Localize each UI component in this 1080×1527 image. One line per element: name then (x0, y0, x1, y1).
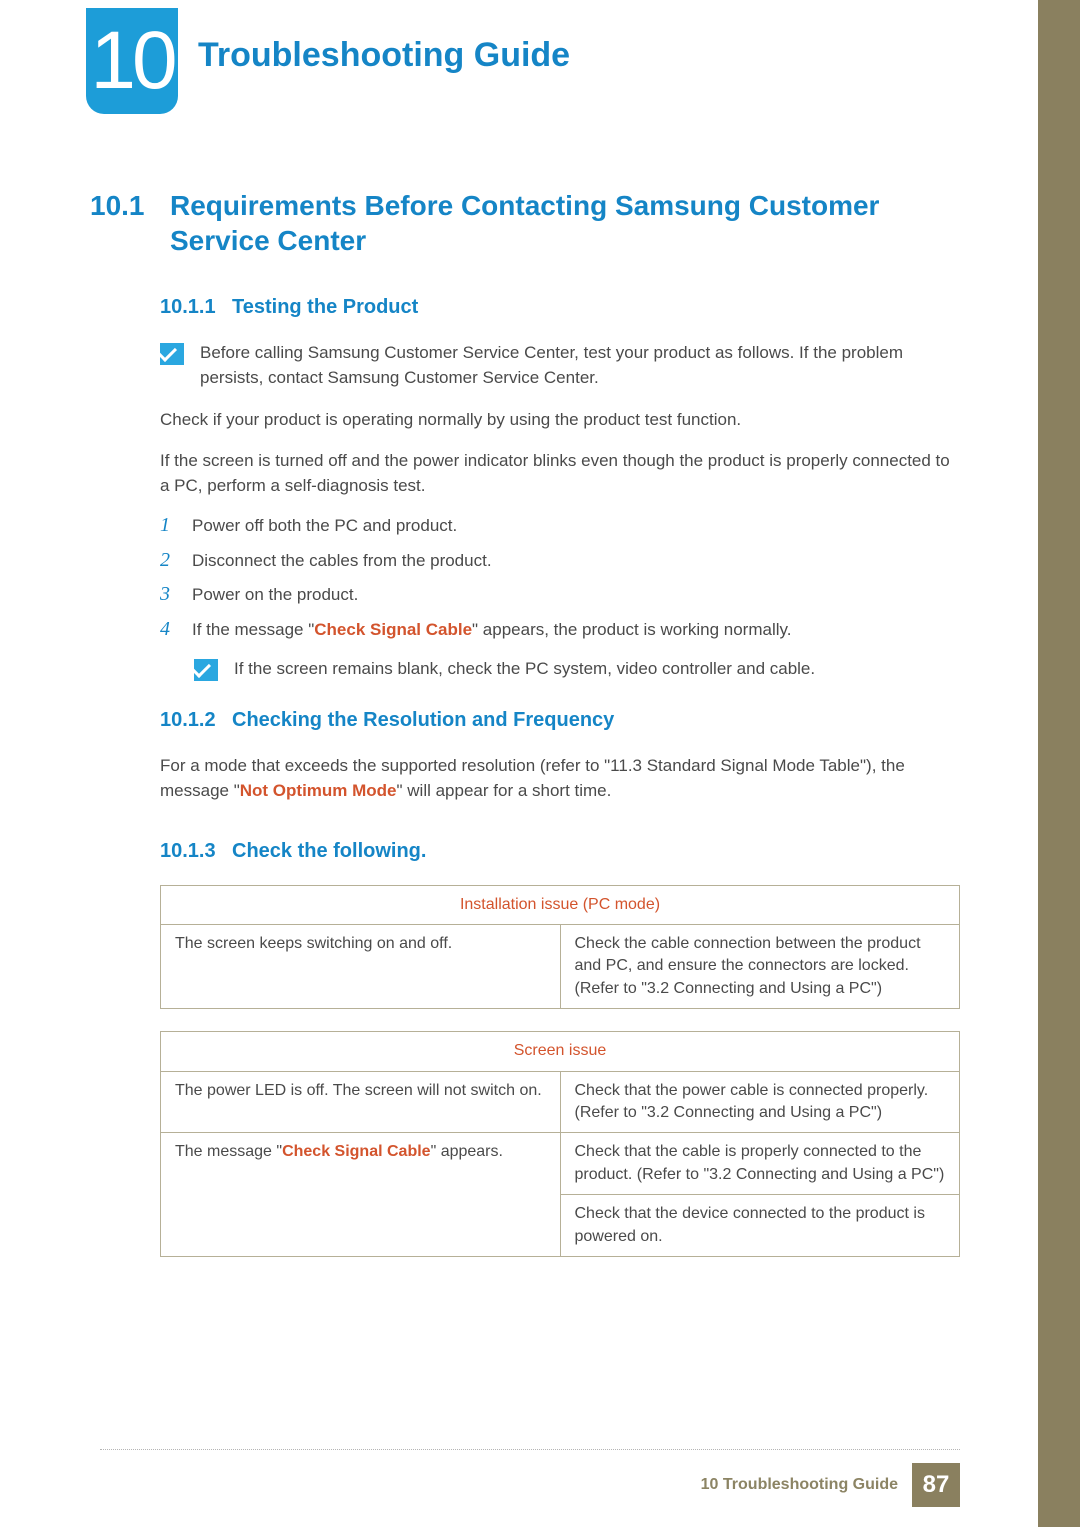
table-cell: Check that the cable is properly connect… (560, 1133, 960, 1195)
page-footer: 10 Troubleshooting Guide 87 (90, 1463, 960, 1507)
table-header: Installation issue (PC mode) (161, 885, 960, 924)
chapter-badge: 10 (86, 8, 178, 114)
subsection-number: 10.1.2 (160, 709, 232, 732)
subsection-heading: 10.1.1 Testing the Product (160, 296, 960, 319)
table-header: Screen issue (161, 1032, 960, 1071)
subsection-heading: 10.1.3 Check the following. (160, 840, 960, 863)
step-text-pre: If the message " (192, 620, 314, 639)
note-text: Before calling Samsung Customer Service … (200, 341, 960, 390)
para-post: " will appear for a short time. (397, 781, 612, 800)
chapter-title: Troubleshooting Guide (198, 36, 570, 75)
table-cell: Check the cable connection between the p… (560, 925, 960, 1009)
installation-issue-table: Installation issue (PC mode) The screen … (160, 885, 960, 1010)
section-title: Requirements Before Contacting Samsung C… (170, 188, 960, 258)
step-text-post: " appears, the product is working normal… (472, 620, 791, 639)
table-cell: Check that the device connected to the p… (560, 1195, 960, 1257)
subsection-title: Checking the Resolution and Frequency (232, 709, 614, 732)
sub-note-text: If the screen remains blank, check the P… (234, 657, 815, 682)
subsection-number: 10.1.1 (160, 296, 232, 319)
step-text: If the message "Check Signal Cable" appe… (192, 618, 791, 643)
list-item: 2 Disconnect the cables from the product… (160, 549, 960, 574)
ordered-list: 1 Power off both the PC and product. 2 D… (160, 514, 960, 643)
step-number: 4 (160, 618, 178, 641)
list-item: 1 Power off both the PC and product. (160, 514, 960, 539)
subsection-heading: 10.1.2 Checking the Resolution and Frequ… (160, 709, 960, 732)
highlight-text: Check Signal Cable (282, 1143, 431, 1160)
paragraph: If the screen is turned off and the powe… (160, 449, 960, 498)
section-number: 10.1 (90, 188, 170, 223)
step-text: Power off both the PC and product. (192, 514, 457, 539)
section-heading: 10.1 Requirements Before Contacting Sams… (90, 188, 960, 258)
page-number: 87 (923, 1471, 950, 1499)
content-area: 10.1 Requirements Before Contacting Sams… (90, 188, 960, 1279)
step-number: 3 (160, 583, 178, 606)
subsection-title: Testing the Product (232, 296, 418, 319)
note-icon (160, 343, 184, 365)
step-number: 1 (160, 514, 178, 537)
subsection-title: Check the following. (232, 840, 426, 863)
table-cell: The power LED is off. The screen will no… (161, 1071, 561, 1133)
step-text: Disconnect the cables from the product. (192, 549, 492, 574)
page-body: 10 Troubleshooting Guide 10.1 Requiremen… (0, 0, 1038, 1527)
list-item: 3 Power on the product. (160, 583, 960, 608)
highlight-text: Check Signal Cable (314, 620, 472, 639)
paragraph: For a mode that exceeds the supported re… (160, 754, 960, 803)
cell-post: " appears. (431, 1143, 503, 1160)
list-item: 4 If the message "Check Signal Cable" ap… (160, 618, 960, 643)
table-cell: Check that the power cable is connected … (560, 1071, 960, 1133)
table-cell: The message "Check Signal Cable" appears… (161, 1133, 561, 1257)
page-number-box: 87 (912, 1463, 960, 1507)
screen-issue-table: Screen issue The power LED is off. The s… (160, 1031, 960, 1257)
cell-pre: The message " (175, 1143, 282, 1160)
right-olive-strip (1038, 0, 1080, 1527)
footer-chapter-text: Troubleshooting Guide (718, 1476, 898, 1493)
sub-note-block: If the screen remains blank, check the P… (194, 657, 960, 682)
chapter-number: 10 (90, 20, 173, 102)
highlight-text: Not Optimum Mode (240, 781, 397, 800)
footer-label: 10 Troubleshooting Guide (701, 1476, 898, 1494)
table-cell: The screen keeps switching on and off. (161, 925, 561, 1009)
step-text: Power on the product. (192, 583, 358, 608)
note-block: Before calling Samsung Customer Service … (160, 341, 960, 390)
footer-rule (100, 1449, 960, 1450)
paragraph: Check if your product is operating norma… (160, 408, 960, 433)
step-number: 2 (160, 549, 178, 572)
footer-chapter-num: 10 (701, 1476, 719, 1493)
subsection-number: 10.1.3 (160, 840, 232, 863)
note-icon (194, 659, 218, 681)
